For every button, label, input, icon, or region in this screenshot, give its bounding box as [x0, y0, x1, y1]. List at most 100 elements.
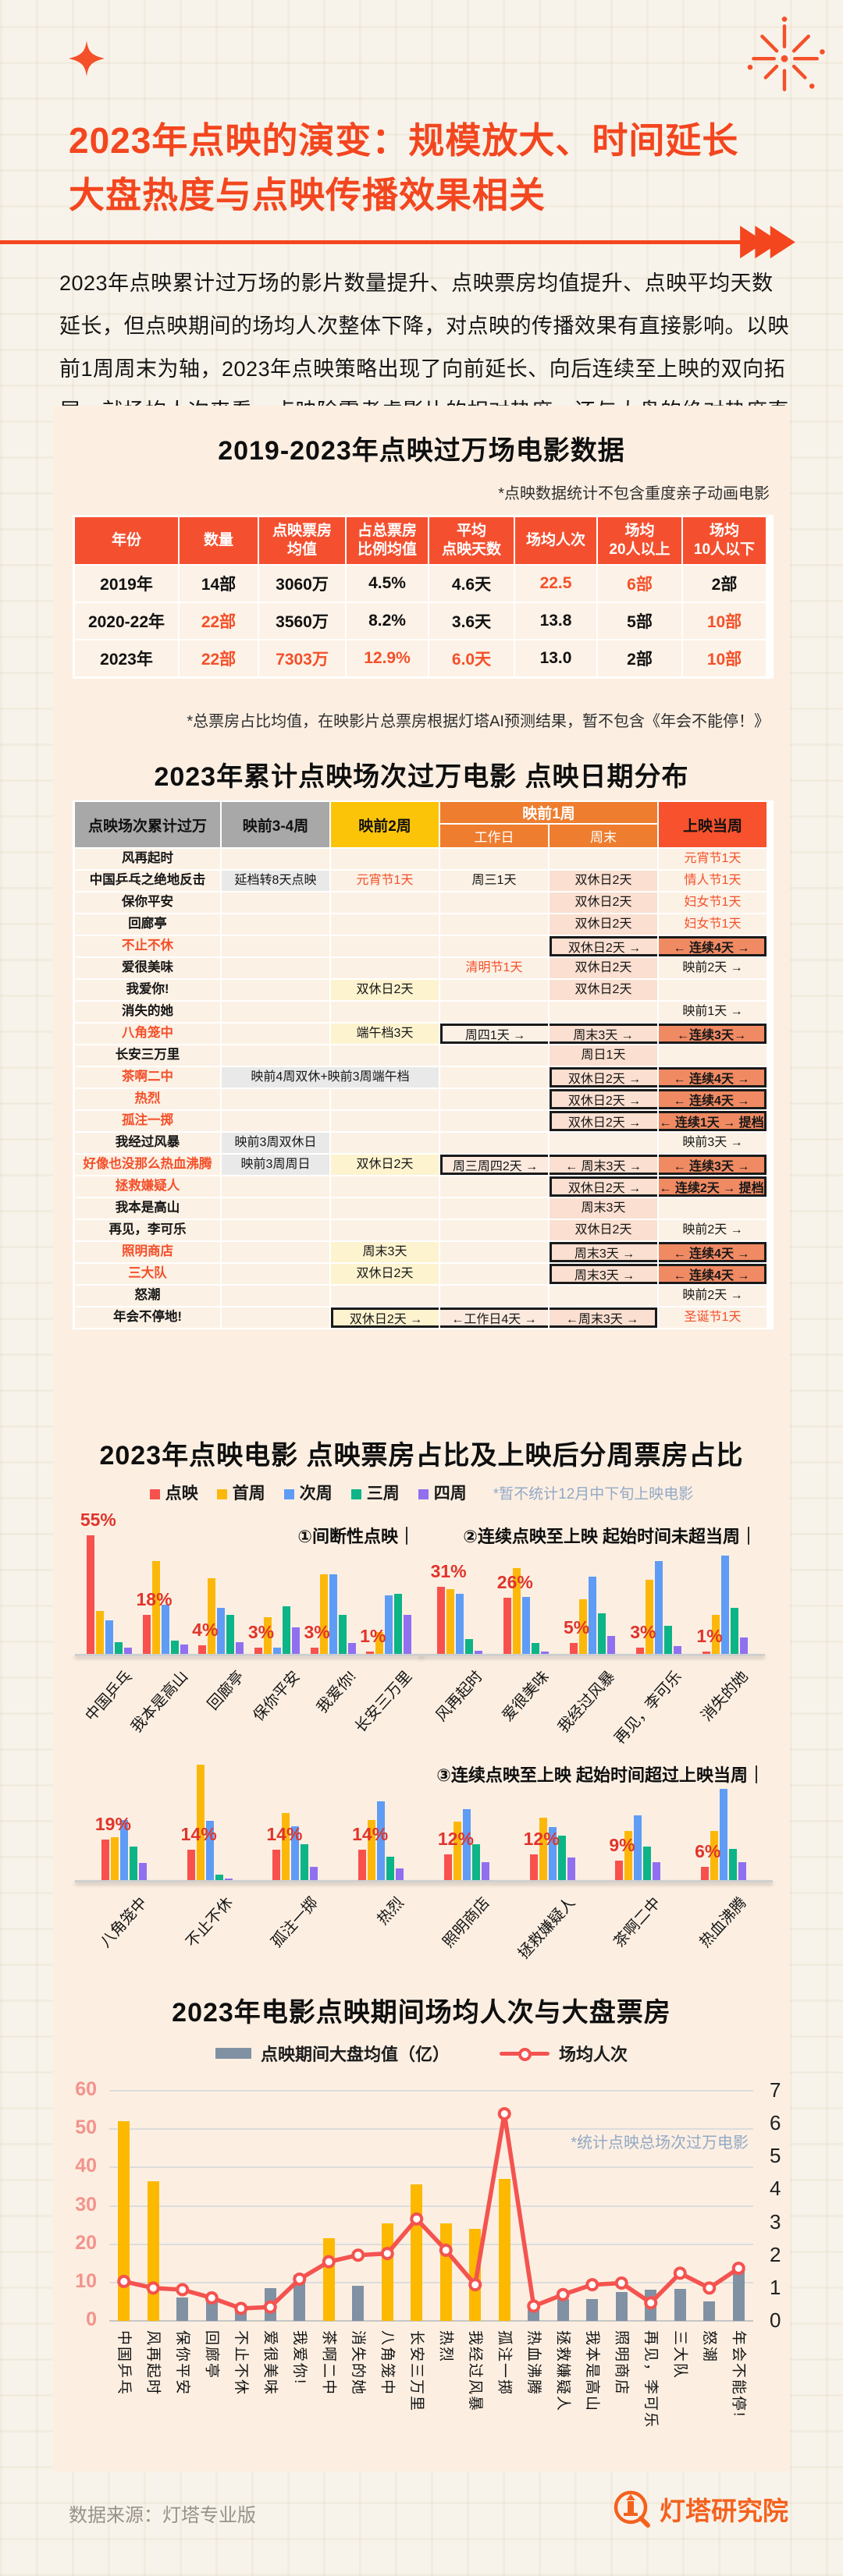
bar-四周 — [404, 1615, 412, 1654]
bar-四周 — [540, 1652, 549, 1654]
right-axis-tick: 5 — [770, 2144, 781, 2168]
cell: 双休日2天 — [331, 980, 439, 1000]
bar-首周 — [196, 1765, 205, 1880]
cell — [222, 1220, 329, 1240]
column-header: 场均人次 — [515, 517, 596, 564]
cell — [331, 1286, 439, 1306]
group-label: ①间断性点映｜ — [297, 1527, 415, 1546]
bar-首周 — [282, 1813, 290, 1880]
x-axis-label: 我经过风暴 — [466, 2330, 483, 2413]
bar-四周 — [674, 1646, 682, 1654]
cell — [550, 849, 657, 869]
cell — [440, 849, 548, 869]
gridline — [109, 2243, 753, 2245]
cell: 妇女节1天 — [659, 892, 767, 913]
gridline — [109, 2128, 753, 2131]
x-axis-label: 热血沸腾 — [525, 2330, 542, 2397]
x-axis-label: 不止不休 — [182, 1894, 237, 1951]
gridline — [109, 2320, 753, 2322]
x-axis-label: 怒潮 — [700, 2330, 717, 2364]
bar-次周 — [272, 1647, 281, 1654]
cell: 映前1天 → — [659, 1002, 767, 1022]
table-row: 长安三万里 周日1天 — [74, 1045, 772, 1066]
bar-四周 — [607, 1635, 615, 1654]
x-axis-label: 热烈 — [374, 1894, 407, 1928]
x-axis-label: 我爱你! — [313, 1668, 360, 1717]
table-row: 照明商店 周末3天 周末3天 → ← 连续4天 → — [74, 1242, 772, 1262]
bar-点映 — [254, 1647, 262, 1654]
bar-次周 — [161, 1604, 169, 1654]
x-axis-label: 回廊亭 — [203, 2330, 220, 2380]
cell — [331, 1111, 439, 1131]
column-header: 场均 20人以上 — [598, 517, 681, 564]
bar-首周 — [446, 1589, 454, 1654]
cell — [659, 980, 767, 1000]
movie-name: 热烈 — [75, 1089, 220, 1109]
bar-三周 — [731, 1607, 739, 1654]
movie-name: 长安三万里 — [75, 1045, 220, 1066]
cell: 10部 — [683, 603, 766, 639]
percent-label: 5% — [564, 1617, 590, 1638]
cell: 周三周四2天 → — [440, 1155, 548, 1175]
brand-name: 灯塔研究院 — [660, 2496, 788, 2525]
movie-name: 再见，李可乐 — [75, 1220, 220, 1240]
bar-次周 — [655, 1561, 663, 1654]
cell: 3060万 — [259, 566, 345, 601]
bar-三周 — [557, 1836, 566, 1880]
x-axis-label: 长安三万里 — [351, 1668, 415, 1737]
bar-次周 — [462, 1808, 471, 1880]
cell — [331, 1133, 439, 1153]
cell — [440, 1133, 548, 1153]
cell: 情人节1天 — [659, 871, 767, 891]
cell: 双休日2天 — [331, 1155, 439, 1175]
percent-label: 1% — [696, 1626, 723, 1647]
chart-group-intermittent: ①间断性点映｜ 55% 中国乒乓 18% 我本是高山 4% 回廊亭 3% 保你平安 3% 我爱你! 1… — [75, 1510, 423, 1736]
movie-name: 中国乒乓之绝地反击 — [75, 871, 220, 891]
section4-title: 2023年电影点映期间场均人次与大盘票房 — [172, 1998, 671, 2028]
legend-item: 三周 — [350, 1481, 400, 1504]
x-axis-label: 我经过风暴 — [555, 1668, 619, 1737]
bar-四周 — [474, 1650, 482, 1654]
cell — [550, 1002, 657, 1022]
cell — [659, 1045, 767, 1066]
cell: 双休日2天 — [550, 1220, 657, 1240]
bar-次周 — [521, 1596, 530, 1654]
gridline — [109, 2166, 753, 2169]
section1-note: *点映数据统计不包含重度亲子动画电影 — [498, 485, 770, 502]
cell: 双休日2天 — [550, 871, 657, 891]
bar-点映 — [615, 1861, 624, 1880]
movie-name: 我经过风暴 — [75, 1133, 220, 1153]
cell — [222, 1002, 329, 1022]
movie-name: 三大队 — [75, 1264, 220, 1284]
x-axis-label: 回廊亭 — [204, 1668, 247, 1714]
bar-次周 — [291, 1826, 300, 1880]
bar-次周 — [589, 1576, 596, 1654]
bar-四周 — [310, 1867, 318, 1880]
column-header: 上映当周 — [659, 802, 767, 847]
table-row: 2023年 22部 7303万 12.9% 6.0天 13.0 2部 10部 — [74, 640, 772, 677]
cell: 双休日2天 → — [550, 1111, 657, 1131]
bar-四周 — [347, 1643, 356, 1654]
cell — [222, 1089, 329, 1109]
cell — [222, 958, 329, 978]
bar-三周 — [598, 1613, 606, 1654]
x-axis-label: 再见，李可乐 — [611, 1668, 686, 1747]
cell — [331, 958, 439, 978]
bar-首周 — [710, 1830, 719, 1880]
bar-年会不能停! — [732, 2267, 745, 2321]
cell: ← 连续4天 → — [659, 1264, 767, 1284]
cell: 周三1天 — [440, 871, 548, 891]
cell: 周末3天 — [550, 1198, 657, 1219]
movie-name: 八角笼中 — [75, 1024, 220, 1044]
cell: 双休日2天 → — [550, 1089, 657, 1109]
table-header-row: 点映场次累计过万 映前3-4周 映前2周 映前1周 工作日 周末 上映当周 — [74, 802, 772, 847]
cell: 22.5 — [515, 566, 596, 601]
cell: ← 连续4天 → — [659, 936, 767, 956]
x-axis-label: 爱很美味 — [261, 2330, 279, 2397]
bar-首周 — [368, 1819, 376, 1880]
cell — [331, 914, 439, 935]
cell: 5部 — [598, 603, 681, 639]
cell: 4.5% — [347, 566, 428, 601]
table-row: 中国乒乓之绝地反击 延档转8天点映 元宵节1天 周三1天 双休日2天 情人节1天 — [74, 871, 772, 891]
legend-bar-item: 点映期间大盘均值（亿） — [215, 2041, 450, 2066]
